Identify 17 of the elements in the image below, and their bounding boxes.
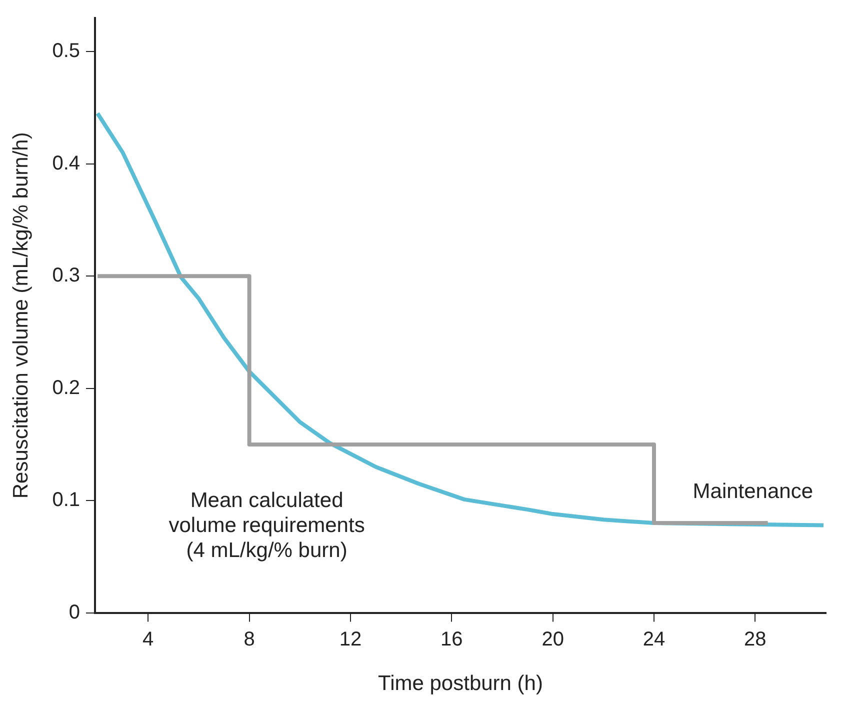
x-tick-label: 24 xyxy=(642,628,666,650)
y-tick-label: 0.2 xyxy=(52,376,80,399)
y-axis-title: Resuscitation volume (mL/kg/% burn/h) xyxy=(9,132,32,499)
y-tick-label: 0 xyxy=(68,601,80,624)
x-tick-label: 8 xyxy=(244,628,255,650)
y-tick-label: 0.3 xyxy=(52,264,80,287)
annotation: Maintenance xyxy=(692,480,814,504)
x-tick-label: 20 xyxy=(542,628,564,650)
x-axis-title: Time postburn (h) xyxy=(378,672,543,696)
annotation: Mean calculated volume requirements (4 mL/kg/% burn) xyxy=(168,489,365,562)
y-tick-label: 0.5 xyxy=(52,40,80,62)
x-tick-label: 12 xyxy=(339,628,362,650)
y-tick-label: 0.4 xyxy=(52,152,80,174)
y-tick-label: 0.1 xyxy=(52,489,80,512)
x-tick-label: 4 xyxy=(142,628,154,650)
x-tick-label: 16 xyxy=(440,628,463,650)
x-tick-label: 28 xyxy=(744,628,766,650)
